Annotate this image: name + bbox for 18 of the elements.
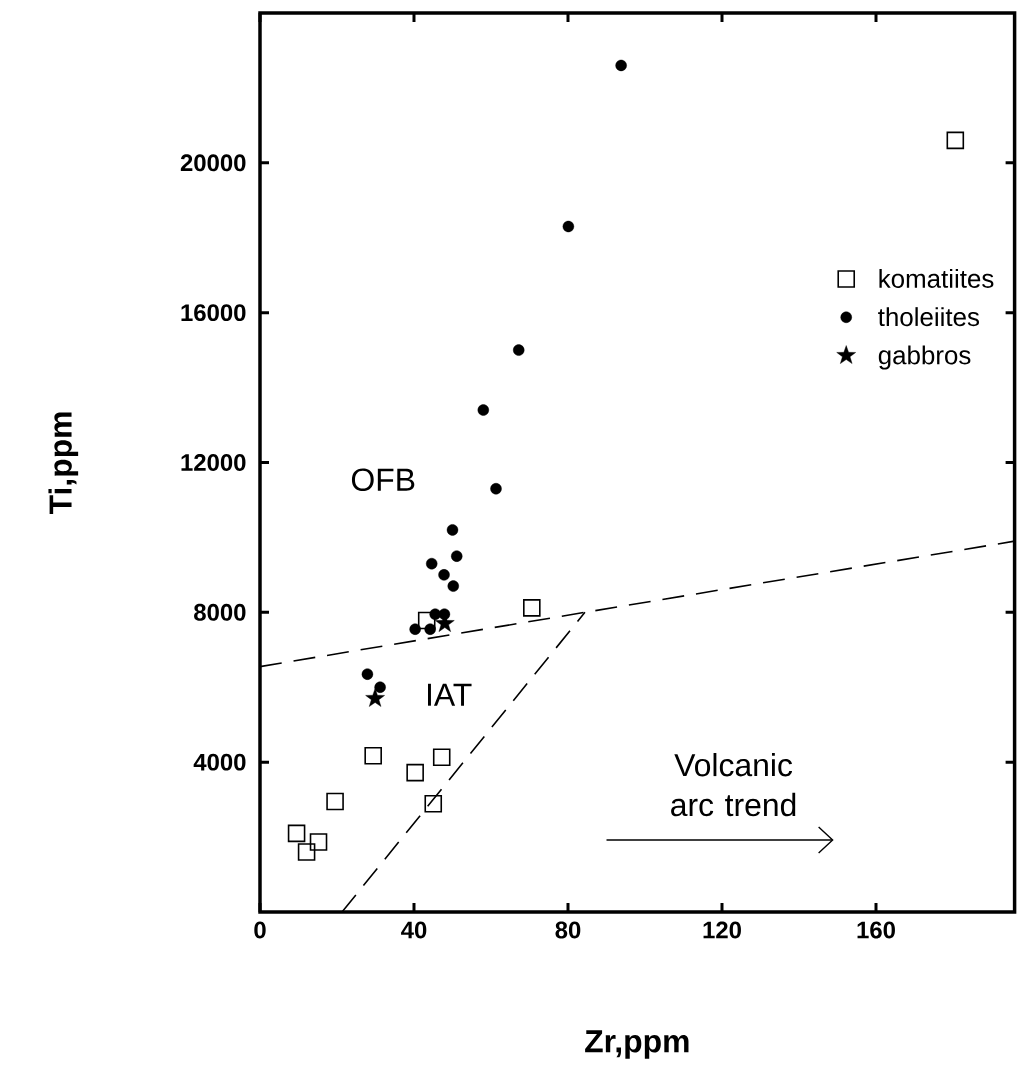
x-tick-label: 160 xyxy=(857,921,895,939)
annotation: Volcanic arc trend xyxy=(671,753,796,817)
annotation: IAT xyxy=(427,683,472,706)
legend-label: gabbros xyxy=(878,345,971,370)
x-axis-title: Zr,ppm xyxy=(585,1030,689,1059)
x-tick-label: 80 xyxy=(555,921,581,939)
x-tick-label: 120 xyxy=(703,921,741,939)
legend-label: tholeiites xyxy=(878,307,979,327)
y-tick-label: 8000 xyxy=(194,603,246,621)
y-axis-title: Ti,ppm xyxy=(48,412,79,515)
x-tick-label: 0 xyxy=(254,921,266,939)
legend-label: komatiites xyxy=(879,268,994,288)
y-tick-label: 16000 xyxy=(181,304,246,322)
annotation: OFB xyxy=(351,468,415,492)
x-tick-label: 40 xyxy=(401,921,427,939)
y-tick-label: 20000 xyxy=(180,154,246,172)
y-tick-label: 12000 xyxy=(181,454,246,471)
y-tick-label: 4000 xyxy=(193,753,246,771)
